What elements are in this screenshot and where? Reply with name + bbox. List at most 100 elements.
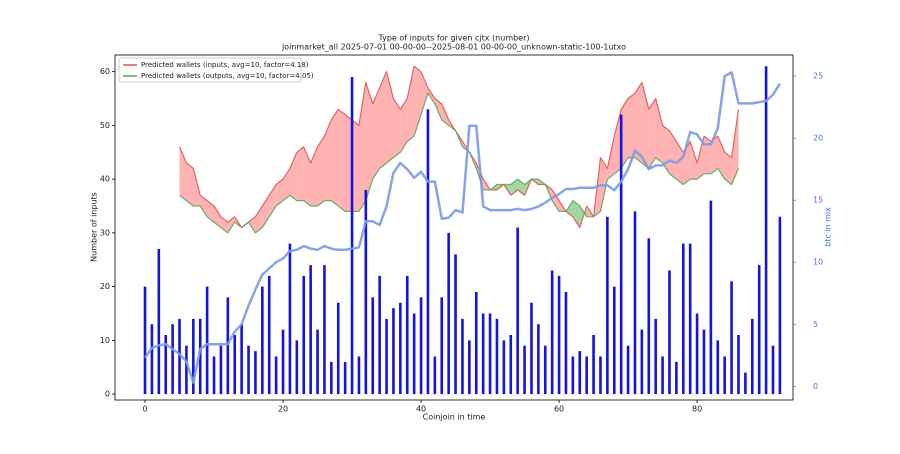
fill-band (614, 109, 622, 174)
bar (723, 356, 726, 395)
bar (744, 372, 747, 395)
y2-tick-label: 25 (813, 72, 823, 81)
fill-band (628, 93, 635, 158)
bar (633, 211, 637, 395)
line (179, 92, 740, 234)
bar (530, 302, 533, 395)
fill-band (345, 114, 353, 212)
bar (233, 334, 237, 395)
bar (267, 275, 271, 395)
legend-label: Predicted wallets (inputs, avg=10, facto… (141, 61, 309, 69)
bar (543, 345, 547, 395)
legend-label: Predicted wallets (outputs, avg=10, fact… (141, 72, 314, 80)
bar (550, 270, 554, 395)
bar (323, 265, 326, 395)
bar (426, 109, 430, 395)
fill-band (724, 152, 732, 185)
x-axis-label: Coinjoin in time (423, 413, 486, 422)
y2-tick-label: 10 (813, 258, 823, 267)
fill-band (352, 120, 359, 212)
bar (419, 297, 423, 395)
bar (143, 286, 147, 395)
bar (619, 114, 623, 395)
bar (709, 200, 713, 395)
bar (461, 318, 464, 395)
bar (316, 329, 319, 395)
bar (378, 275, 381, 395)
fill-band (317, 136, 325, 207)
bar (330, 361, 333, 395)
bar (412, 313, 416, 395)
bar (495, 318, 499, 395)
bar (585, 356, 588, 395)
bar (612, 286, 616, 395)
y2-tick-label: 20 (813, 134, 823, 143)
bar (606, 216, 609, 395)
fill-band (310, 146, 318, 207)
fill-band (214, 206, 221, 228)
fill-band (427, 87, 435, 104)
bar (254, 351, 257, 395)
bar (509, 334, 513, 395)
bar (474, 291, 478, 395)
chart-title: Type of inputs for given cjtx (number) (377, 34, 529, 43)
fill-band (565, 200, 573, 217)
fill-band (200, 195, 208, 217)
bar (771, 345, 775, 395)
fill-band (393, 98, 401, 158)
chart-subtitle: joinmarket_all 2025-07-01 00-00-00--2025… (281, 43, 626, 52)
bar (757, 265, 761, 395)
bar (557, 275, 561, 395)
y-axis-label: Number of inputs (90, 192, 99, 262)
bar (778, 216, 782, 395)
fill-band (710, 136, 718, 174)
bar (343, 361, 347, 395)
x-tick-label: 40 (416, 405, 426, 414)
bar (681, 243, 685, 395)
y-tick-label: 20 (100, 282, 110, 291)
legend-box (118, 57, 302, 83)
fill-band (421, 71, 428, 115)
fill-band (621, 98, 629, 169)
bar (675, 361, 678, 395)
bar (647, 238, 651, 395)
line (178, 65, 740, 229)
fill-band (331, 109, 339, 207)
y-tick-label: 30 (100, 228, 110, 237)
plot-frame (114, 54, 794, 401)
x-tick-label: 20 (278, 405, 288, 414)
fill-band (662, 125, 670, 174)
fill-band (379, 71, 387, 169)
y-tick-label: 50 (100, 121, 110, 130)
y-tick-label: 60 (100, 67, 110, 76)
bar (537, 324, 540, 395)
bar (661, 356, 664, 395)
y2-axis-label: btc in mix (824, 207, 833, 247)
y-tick-label: 40 (100, 175, 110, 184)
bar (764, 66, 768, 395)
bar (447, 232, 450, 395)
bar (488, 313, 492, 395)
y-tick-label: 10 (100, 336, 110, 345)
bar (695, 313, 699, 395)
bar (564, 291, 568, 395)
bar (626, 345, 630, 395)
fill-band (655, 98, 663, 164)
fill-band (186, 163, 194, 207)
bar (364, 189, 368, 395)
fill-band (690, 141, 698, 180)
bar (405, 275, 409, 395)
bar (750, 318, 754, 395)
bar (240, 324, 243, 395)
fill-band (669, 130, 677, 180)
bar (668, 270, 671, 395)
bar (185, 345, 188, 395)
bar (309, 265, 312, 395)
fill-band (648, 98, 656, 169)
bar (592, 334, 595, 395)
bar (178, 318, 181, 395)
bar (392, 308, 395, 395)
fill-band (324, 120, 332, 201)
bar (702, 329, 706, 395)
